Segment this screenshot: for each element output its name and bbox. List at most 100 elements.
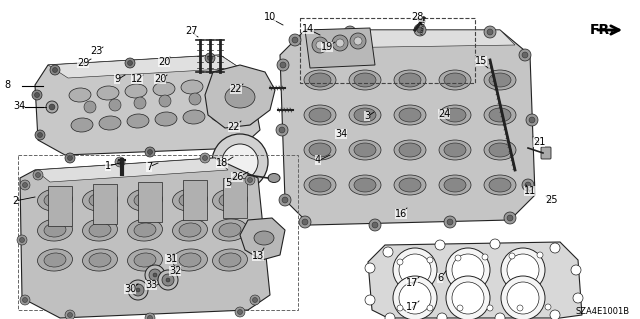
- Ellipse shape: [489, 178, 511, 192]
- Circle shape: [383, 247, 393, 257]
- Circle shape: [202, 155, 207, 160]
- Circle shape: [302, 219, 308, 225]
- Circle shape: [248, 177, 253, 182]
- Circle shape: [446, 276, 490, 319]
- Polygon shape: [280, 30, 535, 225]
- Circle shape: [67, 155, 72, 160]
- Text: 10: 10: [264, 12, 276, 22]
- Circle shape: [455, 255, 461, 261]
- Circle shape: [253, 298, 257, 302]
- Circle shape: [22, 298, 28, 302]
- Circle shape: [17, 235, 27, 245]
- Polygon shape: [35, 55, 260, 155]
- Text: 21: 21: [533, 137, 545, 147]
- Circle shape: [145, 147, 155, 157]
- Circle shape: [427, 257, 433, 263]
- Circle shape: [372, 222, 378, 228]
- Ellipse shape: [127, 114, 149, 128]
- Ellipse shape: [309, 73, 331, 87]
- Circle shape: [212, 134, 268, 190]
- Ellipse shape: [89, 193, 111, 207]
- Ellipse shape: [127, 249, 163, 271]
- Circle shape: [205, 53, 215, 63]
- Ellipse shape: [304, 105, 336, 125]
- Ellipse shape: [38, 189, 72, 211]
- Circle shape: [246, 117, 250, 122]
- Ellipse shape: [89, 253, 111, 267]
- Text: 24: 24: [438, 109, 450, 119]
- Ellipse shape: [179, 253, 201, 267]
- Circle shape: [336, 39, 344, 47]
- Circle shape: [162, 274, 174, 286]
- Circle shape: [522, 52, 528, 58]
- Circle shape: [109, 99, 121, 111]
- Text: 13: 13: [252, 251, 264, 261]
- Ellipse shape: [225, 86, 255, 108]
- Circle shape: [222, 144, 258, 180]
- Text: 17: 17: [406, 278, 418, 288]
- Ellipse shape: [394, 70, 426, 90]
- Text: 34: 34: [13, 101, 25, 111]
- Circle shape: [50, 65, 60, 75]
- Circle shape: [446, 248, 490, 292]
- Circle shape: [537, 252, 543, 258]
- Text: 16: 16: [395, 209, 407, 219]
- Circle shape: [145, 313, 155, 319]
- Circle shape: [507, 282, 539, 314]
- Circle shape: [49, 104, 55, 110]
- Ellipse shape: [304, 175, 336, 195]
- Ellipse shape: [254, 231, 274, 245]
- Circle shape: [393, 276, 437, 319]
- Polygon shape: [35, 158, 228, 182]
- Ellipse shape: [394, 175, 426, 195]
- Ellipse shape: [83, 219, 118, 241]
- Ellipse shape: [394, 105, 426, 125]
- Circle shape: [136, 288, 140, 292]
- Ellipse shape: [354, 178, 376, 192]
- Circle shape: [118, 160, 122, 165]
- Circle shape: [522, 179, 534, 191]
- Circle shape: [437, 313, 447, 319]
- Circle shape: [32, 90, 42, 100]
- Text: 31: 31: [165, 254, 177, 264]
- Ellipse shape: [309, 108, 331, 122]
- Bar: [223, 178, 247, 218]
- Bar: [18, 155, 298, 310]
- Circle shape: [257, 238, 262, 242]
- Polygon shape: [368, 242, 582, 318]
- Circle shape: [128, 280, 148, 300]
- Ellipse shape: [97, 86, 119, 100]
- Ellipse shape: [399, 73, 421, 87]
- Circle shape: [369, 219, 381, 231]
- Text: FR.: FR.: [590, 23, 616, 37]
- Ellipse shape: [125, 84, 147, 98]
- Circle shape: [127, 61, 132, 65]
- Text: 22: 22: [230, 84, 243, 94]
- Polygon shape: [205, 65, 275, 128]
- Ellipse shape: [484, 175, 516, 195]
- Ellipse shape: [484, 70, 516, 90]
- Circle shape: [501, 276, 545, 319]
- Text: 2: 2: [12, 196, 18, 206]
- Circle shape: [235, 307, 245, 317]
- Circle shape: [65, 310, 75, 319]
- Ellipse shape: [127, 189, 163, 211]
- Text: 14: 14: [302, 24, 314, 34]
- Circle shape: [38, 132, 42, 137]
- Ellipse shape: [38, 249, 72, 271]
- Ellipse shape: [183, 110, 205, 124]
- Circle shape: [22, 182, 28, 188]
- Text: SZA4E1001B: SZA4E1001B: [576, 308, 630, 316]
- Circle shape: [501, 248, 545, 292]
- Circle shape: [487, 305, 493, 311]
- Ellipse shape: [439, 70, 471, 90]
- Ellipse shape: [444, 73, 466, 87]
- Circle shape: [385, 313, 395, 319]
- Circle shape: [447, 219, 453, 225]
- Circle shape: [279, 127, 285, 133]
- Polygon shape: [240, 218, 285, 260]
- Circle shape: [332, 35, 348, 51]
- Circle shape: [147, 150, 152, 154]
- Ellipse shape: [83, 249, 118, 271]
- Circle shape: [292, 37, 298, 43]
